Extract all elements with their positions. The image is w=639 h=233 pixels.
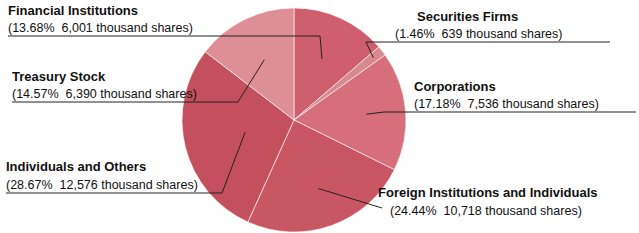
svg-text:(28.67% 12,576 thousand share: (28.67% 12,576 thousand shares) [8,178,198,192]
svg-text:Financial Institutions: Financial Institutions [8,3,138,18]
svg-text:(14.57% 6,390 thousand shares: (14.57% 6,390 thousand shares) [12,87,197,101]
svg-text:(1.46% 639 thousand shares): (1.46% 639 thousand shares) [395,27,562,41]
svg-text:Securities Firms: Securities Firms [417,9,518,24]
svg-text:Foreign Institutions and Indiv: Foreign Institutions and Individuals [378,185,598,200]
svg-text:Individuals and Others: Individuals and Others [8,159,146,174]
svg-text:(24.44% 10,718 thousand share: (24.44% 10,718 thousand shares) [390,204,582,218]
svg-text:Corporations: Corporations [414,79,496,94]
svg-text:(13.68% 6,001 thousand shares: (13.68% 6,001 thousand shares) [8,21,193,35]
svg-text:(17.18% 7,536 thousand shares: (17.18% 7,536 thousand shares) [414,97,599,111]
svg-text:Treasury Stock: Treasury Stock [12,69,106,84]
